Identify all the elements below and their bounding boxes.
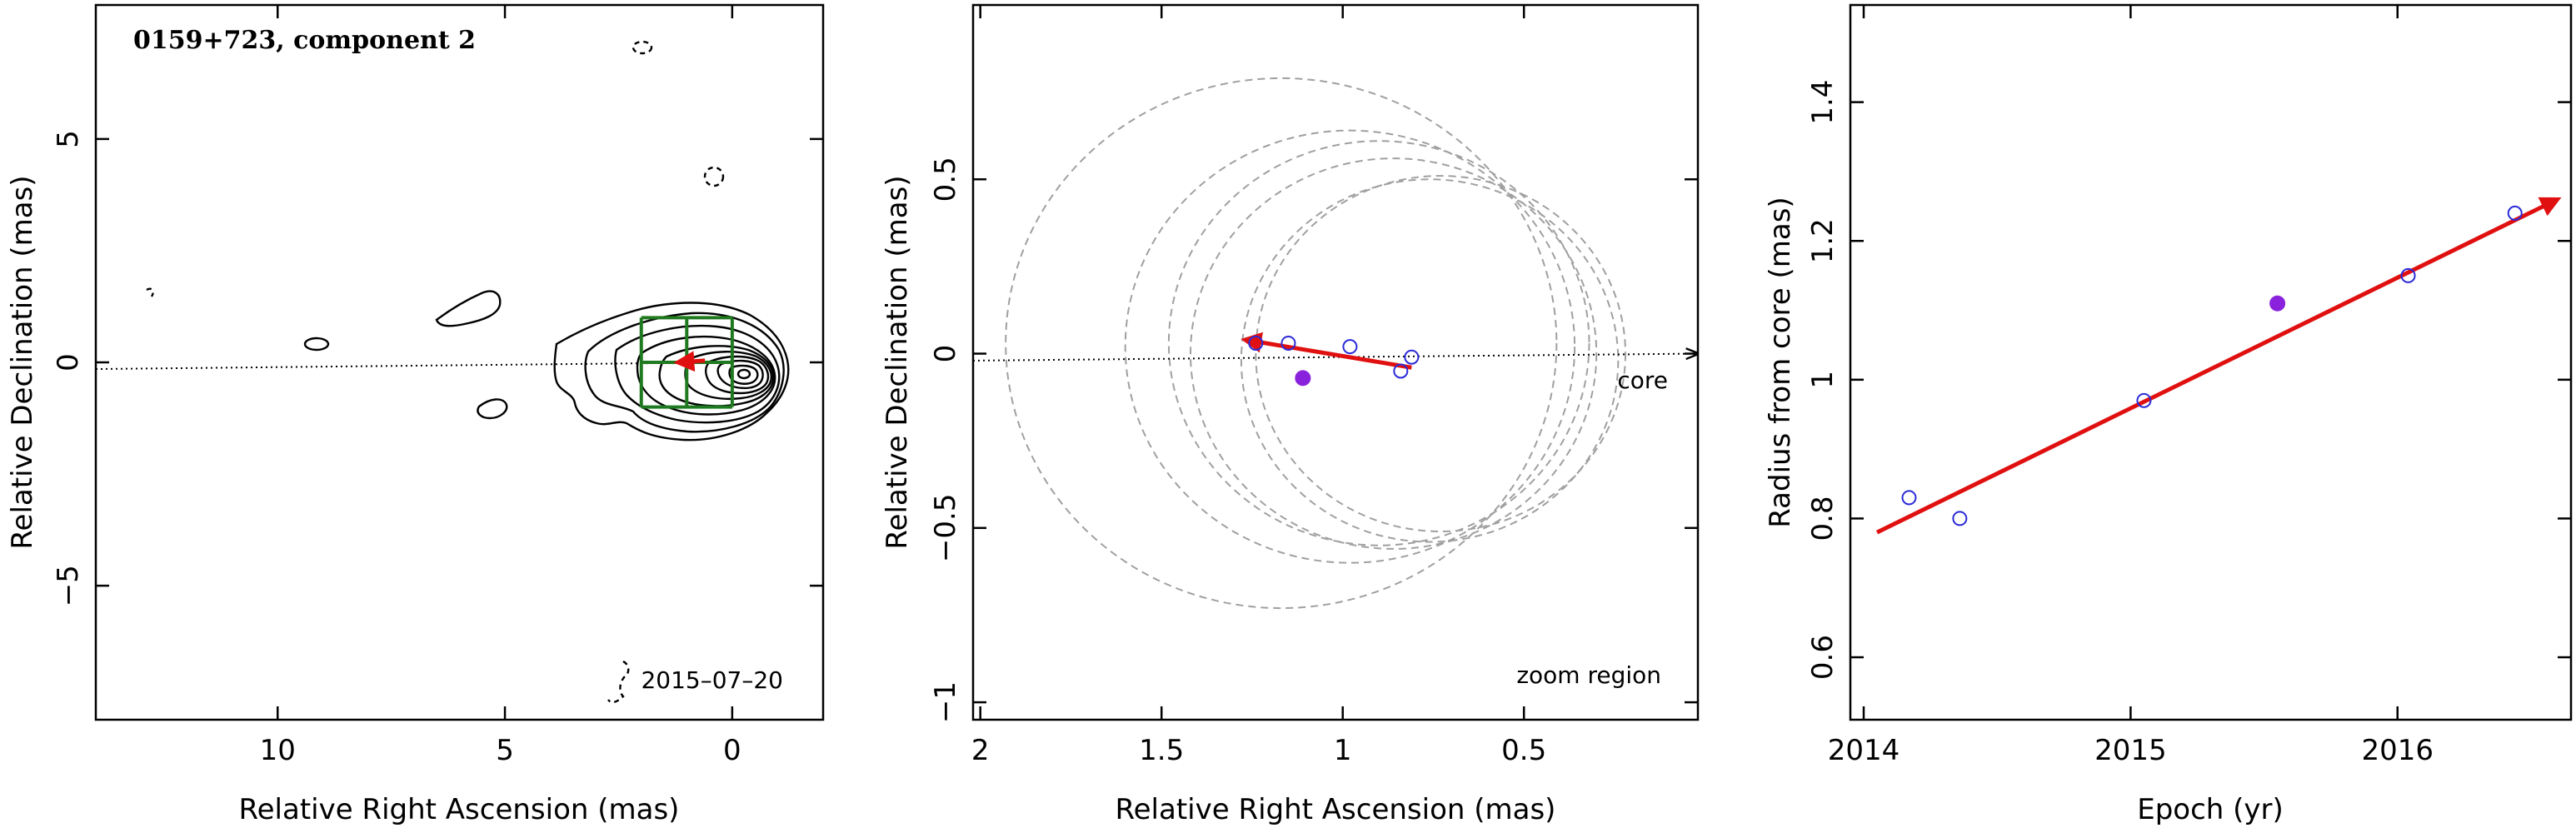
y-tick-label: 0 xyxy=(52,353,85,372)
y-tick-label: −1 xyxy=(929,681,962,723)
beam-circle xyxy=(1124,129,1576,564)
core-axis-line xyxy=(96,362,732,371)
data-points xyxy=(1901,205,2523,526)
date-label: 2015–07–20 xyxy=(641,666,783,694)
y-tick-label: 1.2 xyxy=(1806,218,1840,263)
filled-marker xyxy=(1295,370,1311,387)
y-tick-label: 0.8 xyxy=(1806,496,1840,541)
beam-circle xyxy=(1190,157,1598,550)
y-tick-label: −0.5 xyxy=(929,494,962,563)
y-axis-title: Relative Declination (mas) xyxy=(881,175,914,549)
open-marker xyxy=(1404,349,1420,365)
x-tick-label: 0.5 xyxy=(1501,734,1546,767)
zoom-region-label: zoom region xyxy=(1516,661,1661,689)
y-tick-label: 0.5 xyxy=(929,157,962,202)
open-marker xyxy=(2507,205,2523,221)
beam-circles xyxy=(1005,77,1627,610)
beam-circle xyxy=(1005,77,1558,610)
x-tick-label: 10 xyxy=(260,734,296,767)
filled-marker xyxy=(2269,295,2286,312)
x-tick-label: 1.5 xyxy=(1139,734,1184,767)
chart-title: 0159+723, component 2 xyxy=(133,26,476,55)
y-tick-label: 1 xyxy=(1806,371,1840,389)
x-tick-label: 5 xyxy=(496,734,514,767)
core-axis-line xyxy=(973,354,1698,362)
open-marker xyxy=(1901,490,1917,506)
fit-arrow xyxy=(1241,332,1412,370)
x-tick-label: 1 xyxy=(1334,734,1352,767)
y-axis-title: Relative Declination (mas) xyxy=(6,175,39,549)
x-tick-label: 2 xyxy=(971,734,990,767)
open-marker xyxy=(2136,392,2152,408)
fit-arrow xyxy=(1875,197,2562,535)
open-marker xyxy=(1342,339,1358,355)
x-tick-label: 2016 xyxy=(2361,734,2434,767)
contour-outer xyxy=(553,302,790,441)
beam-circle xyxy=(1240,178,1620,543)
open-marker xyxy=(1281,335,1296,351)
x-tick-label: 0 xyxy=(723,734,741,767)
panel-left: 10 5 0 5 0 −5 0159+723, component 2 2015–07–2… xyxy=(6,3,825,826)
axis-ticks: 2 1.5 1 0.5 0.5 0 −0.5 −1 xyxy=(929,5,1698,767)
beam-circle xyxy=(1167,140,1590,546)
open-marker xyxy=(1393,363,1409,379)
x-axis-title: Relative Right Ascension (mas) xyxy=(1116,793,1556,826)
core-label: core xyxy=(1617,367,1668,394)
panel-right: 2014 2015 2016 0.6 0.8 1 1.2 1.4 Epoch (yr) Rad… xyxy=(1764,3,2573,826)
y-tick-label: 0 xyxy=(929,345,962,363)
data-points xyxy=(1248,335,1420,387)
axis-ticks: 10 5 0 5 0 −5 xyxy=(52,5,823,767)
y-tick-label: 0.6 xyxy=(1806,635,1840,680)
panel-middle: 2 1.5 1 0.5 0.5 0 −0.5 −1 core zoom region Rela… xyxy=(881,3,1700,826)
x-axis-title: Relative Right Ascension (mas) xyxy=(239,793,680,826)
contour-map xyxy=(146,40,790,704)
y-tick-label: 5 xyxy=(52,130,85,148)
x-axis-title: Epoch (yr) xyxy=(2137,793,2284,826)
y-tick-label: −5 xyxy=(52,565,85,606)
open-marker xyxy=(2400,267,2416,283)
fit-arrow xyxy=(673,351,706,372)
x-tick-label: 2015 xyxy=(2094,734,2167,767)
plot-frame xyxy=(1849,3,2573,721)
contour-island xyxy=(435,290,502,327)
y-tick-label: 1.4 xyxy=(1806,80,1840,125)
open-marker xyxy=(1248,335,1264,351)
x-tick-label: 2014 xyxy=(1828,734,1900,767)
open-marker xyxy=(1952,511,1968,526)
axis-ticks: 2014 2015 2016 0.6 0.8 1 1.2 1.4 xyxy=(1806,5,2571,767)
y-axis-title: Radius from core (mas) xyxy=(1764,197,1797,527)
plot-frame xyxy=(971,3,1700,721)
beam-circle xyxy=(1255,175,1627,532)
